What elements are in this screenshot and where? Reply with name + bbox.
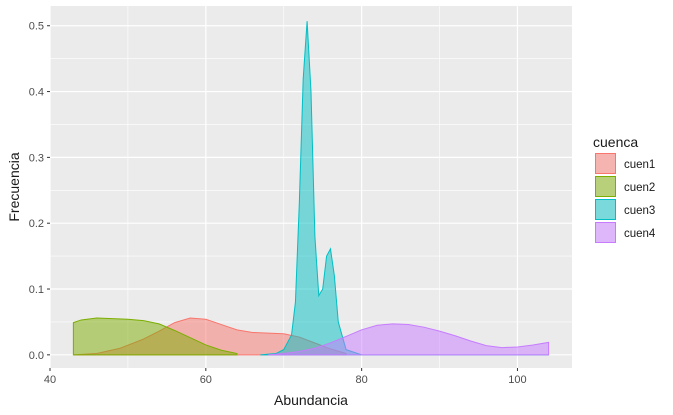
density-area-cuen4 (268, 323, 550, 356)
x-tick-label: 80 (356, 374, 368, 386)
y-tick-label: 0.5 (29, 21, 44, 33)
density-areas (72, 21, 550, 356)
legend-key-cuen1 (595, 153, 616, 174)
legend-key-cuen2 (595, 176, 616, 197)
legend-key-cuen4 (595, 222, 616, 243)
legend-label-cuen3: cuen3 (624, 205, 655, 217)
y-tick-label: 0.3 (29, 152, 44, 164)
y-axis-title: Frecuencia (6, 152, 22, 221)
y-axis-ticks: 0.0 0.1 0.2 0.3 0.4 0.5 (29, 21, 50, 362)
y-tick-label: 0.0 (29, 350, 44, 362)
y-tick-label: 0.4 (29, 87, 44, 99)
legend-title: cuenca (593, 134, 638, 150)
legend: cuenca cuen1 cuen2 cuen3 cuen4 (593, 134, 656, 243)
x-axis-ticks: 40 60 80 100 (44, 368, 527, 386)
legend-key-cuen3 (595, 199, 616, 220)
legend-label-cuen4: cuen4 (624, 228, 656, 240)
density-area-cuen2 (72, 317, 238, 356)
x-tick-label: 100 (508, 374, 526, 386)
x-tick-label: 40 (44, 374, 56, 386)
legend-items: cuen1 cuen2 cuen3 cuen4 (595, 153, 656, 243)
x-tick-label: 60 (200, 374, 212, 386)
y-tick-label: 0.1 (29, 284, 44, 296)
y-tick-label: 0.2 (29, 218, 44, 230)
legend-label-cuen1: cuen1 (624, 159, 655, 171)
legend-label-cuen2: cuen2 (624, 182, 655, 194)
x-axis-title: Abundancia (274, 392, 348, 408)
